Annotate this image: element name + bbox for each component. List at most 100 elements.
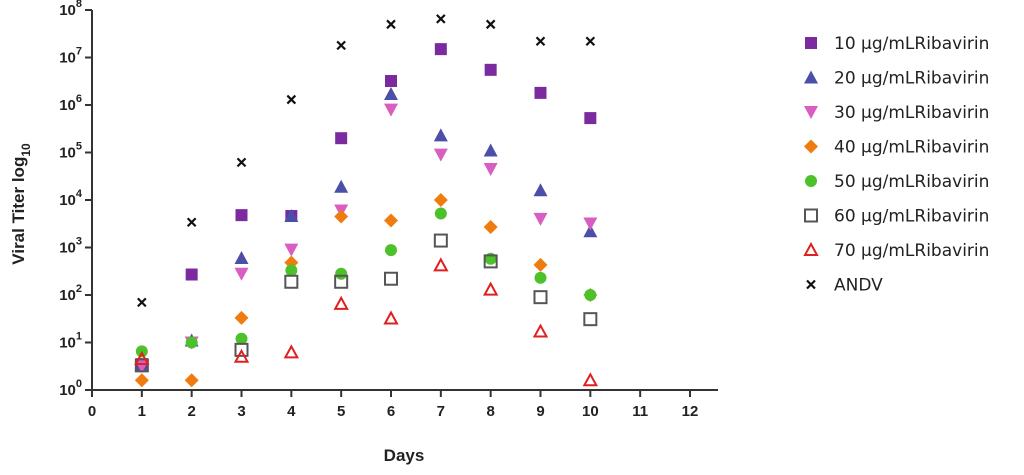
- data-point: [234, 251, 249, 265]
- data-point: [235, 209, 248, 222]
- data-point: [533, 212, 548, 226]
- legend-item: 50 µg/mLRibavirin: [805, 172, 989, 192]
- data-point: [433, 148, 448, 162]
- y-tick-exponent: 4: [76, 188, 83, 200]
- y-tick-exponent: 6: [76, 93, 82, 105]
- legend-label: 50 µg/mLRibavirin: [834, 172, 989, 192]
- legend-item: 30 µg/mLRibavirin: [804, 103, 989, 123]
- series-points: [134, 257, 599, 387]
- y-tick-exponent: 7: [76, 46, 82, 58]
- y-tick-base: 10: [59, 2, 76, 19]
- x-tick-label: 2: [187, 403, 195, 420]
- data-point: [483, 162, 498, 176]
- legend-marker: [805, 175, 817, 187]
- y-tick-label: 106: [59, 93, 82, 114]
- data-point: [433, 128, 448, 142]
- y-axis-title: Viral Titer log10: [9, 143, 33, 265]
- y-tick-label: 101: [59, 331, 82, 352]
- data-point: [336, 40, 346, 51]
- y-tick-label: 104: [59, 188, 83, 209]
- series-points: [134, 87, 598, 373]
- data-point: [385, 244, 397, 257]
- legend-label: 40 µg/mLRibavirin: [834, 138, 989, 158]
- data-point: [434, 43, 447, 56]
- y-tick-label: 100: [59, 378, 82, 399]
- data-point: [433, 257, 449, 272]
- legend-marker: [806, 279, 816, 290]
- x-tick-label: 3: [237, 403, 245, 420]
- data-point: [185, 336, 198, 349]
- data-point: [484, 63, 497, 76]
- data-point: [385, 75, 397, 88]
- data-point: [583, 312, 598, 327]
- legend-marker: [804, 70, 818, 84]
- x-tick-label: 10: [582, 403, 599, 420]
- x-ticks: 0 1 2 3 4 5 6 7 8 9 10 11 12: [88, 390, 698, 420]
- legend-marker: [805, 37, 817, 49]
- data-point: [483, 143, 498, 157]
- data-point: [584, 289, 597, 301]
- x-axis-title: Days: [384, 446, 425, 465]
- y-tick-base: 10: [59, 192, 76, 209]
- data-point: [433, 233, 448, 248]
- data-point: [584, 112, 597, 125]
- data-point: [134, 373, 149, 388]
- data-point: [283, 344, 300, 359]
- y-tick-base: 10: [59, 50, 76, 67]
- data-point: [384, 213, 398, 228]
- x-tick-label: 8: [486, 403, 494, 420]
- data-point: [386, 19, 396, 30]
- data-point: [186, 217, 197, 228]
- data-point: [284, 243, 299, 257]
- data-point: [533, 183, 548, 197]
- data-point: [137, 297, 147, 308]
- legend: 10 µg/mLRibavirin 20 µg/mLRibavirin 30 µg/…: [803, 34, 989, 296]
- data-point: [436, 14, 446, 24]
- legend-marker: [804, 208, 818, 223]
- legend-item: 10 µg/mLRibavirin: [805, 34, 989, 54]
- legend-label: 60 µg/mLRibavirin: [834, 207, 989, 227]
- series-points: [134, 233, 598, 373]
- legend-item: 20 µg/mLRibavirin: [804, 69, 989, 89]
- data-point: [384, 103, 398, 117]
- y-tick-base: 10: [59, 287, 76, 304]
- series-points: [134, 103, 598, 374]
- y-tick-label: 107: [59, 46, 82, 67]
- x-tick-label: 1: [138, 403, 146, 420]
- data-point: [235, 332, 248, 345]
- data-point: [284, 209, 299, 223]
- x-tick-label: 11: [632, 403, 648, 420]
- y-tick-exponent: 3: [76, 236, 82, 248]
- x-tick-label: 7: [437, 403, 445, 420]
- data-point: [583, 224, 598, 238]
- x-tick-label: 9: [536, 403, 544, 420]
- y-tick-exponent: 8: [76, 0, 82, 10]
- y-tick-exponent: 0: [76, 378, 82, 390]
- y-tick-exponent: 1: [76, 331, 82, 343]
- series-points: [135, 43, 597, 371]
- legend-item: 70 µg/mLRibavirin: [803, 241, 989, 261]
- y-tick-label: 105: [59, 141, 82, 162]
- data-point: [285, 264, 298, 277]
- data-point: [534, 86, 547, 99]
- data-point: [483, 254, 498, 269]
- data-point: [234, 267, 249, 281]
- data-point: [134, 358, 149, 373]
- y-axis-title-base: Viral Titer log: [9, 157, 28, 265]
- data-point: [583, 217, 598, 231]
- data-point: [233, 348, 250, 363]
- data-point: [234, 310, 249, 325]
- data-point: [483, 220, 498, 235]
- data-point: [234, 342, 249, 357]
- data-point: [334, 209, 349, 224]
- data-point: [434, 207, 447, 220]
- y-tick-exponent: 2: [76, 283, 82, 295]
- data-point: [335, 132, 348, 145]
- data-point: [184, 373, 199, 388]
- x-tick-label: 4: [287, 403, 296, 420]
- data-point: [533, 257, 548, 272]
- data-point: [485, 19, 496, 30]
- y-tick-base: 10: [59, 240, 76, 257]
- data-point: [482, 281, 499, 296]
